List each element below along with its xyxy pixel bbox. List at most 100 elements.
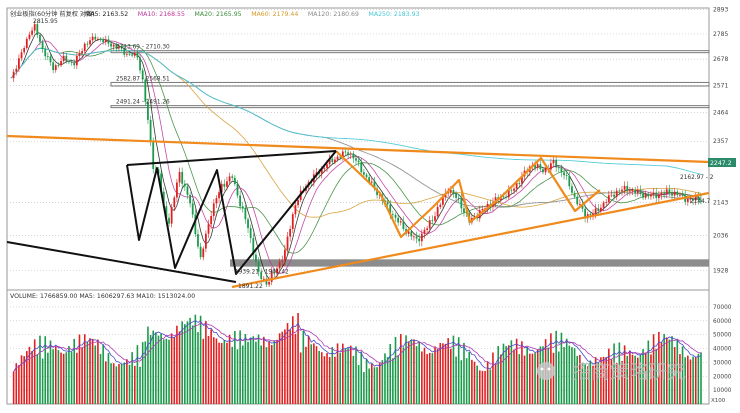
candle-body (46, 56, 49, 58)
candle-body (255, 254, 257, 262)
volume-bar (444, 343, 447, 404)
y-tick-label: 2678 (713, 56, 728, 63)
candle-body (389, 204, 392, 215)
volume-bar (526, 346, 528, 404)
candle-body (542, 169, 544, 173)
candle-body (36, 24, 39, 36)
volume-bar (299, 352, 302, 404)
candle-body (289, 229, 292, 237)
candle-body (70, 61, 73, 63)
candle-body (31, 30, 33, 35)
candles (12, 20, 702, 288)
candle-body (320, 168, 323, 174)
ma-label: MA20: 2165.95 (195, 11, 242, 18)
volume-bar (658, 331, 660, 404)
candle-body (99, 38, 102, 40)
candle-body (344, 151, 347, 153)
candle-body (233, 177, 236, 185)
ma-legend: MA5: 2163.52 MA10: 2168.55 MA20: 2165.95 MA… (85, 11, 420, 18)
y-tick-label: 2893 (713, 7, 728, 14)
volume-bar (384, 353, 386, 404)
candle-body (552, 160, 555, 164)
candle-body (215, 198, 218, 204)
volume-bar (502, 343, 505, 404)
volume-bar (141, 342, 144, 404)
volume-bar (594, 357, 597, 404)
y-tick-label: 2464 (713, 110, 728, 117)
volume-bar (531, 353, 534, 404)
candle-body (186, 186, 189, 195)
volume-bar (41, 358, 44, 404)
volume-bar (410, 340, 413, 404)
volume-bar (636, 357, 639, 404)
candle-body (54, 65, 57, 70)
volume-bar (234, 330, 236, 404)
candle-body (347, 152, 349, 155)
candle-body (212, 203, 215, 217)
volume-bar (378, 363, 381, 404)
volume-bar (257, 334, 260, 404)
volume-header: VOLUME: 1766859.00 MA5: 1606297.63 MA10:… (10, 293, 195, 300)
volume-bar (510, 340, 513, 404)
volume-bar (486, 361, 489, 404)
volume-bar (373, 367, 376, 404)
volume-bar (660, 342, 663, 404)
candle-body (65, 55, 68, 62)
candle-body (626, 185, 629, 192)
volume-bar (91, 338, 94, 404)
volume-bar (126, 359, 128, 404)
y-tick-label: 2357 (713, 138, 728, 145)
candle-body (115, 44, 118, 49)
volume-bar (47, 352, 49, 404)
volume-bar (626, 355, 629, 404)
candle-body (431, 220, 434, 222)
candle-body (15, 68, 18, 72)
candle-body (160, 173, 163, 192)
candle-body (236, 184, 239, 196)
volume-bar (650, 354, 652, 404)
volume-bar (78, 334, 81, 404)
y-tick-label: 2785 (713, 31, 728, 38)
volume-bar (579, 354, 581, 404)
volume-bar (478, 370, 481, 404)
candle-body (368, 177, 371, 183)
volume-ma-5 (13, 320, 702, 372)
candle-body (455, 193, 457, 198)
volume-bar (15, 363, 18, 404)
volume-bar (552, 352, 555, 404)
candle-body (418, 238, 421, 242)
volume-bar (436, 349, 439, 404)
volume-bar (223, 340, 226, 404)
volume-bar (31, 350, 33, 404)
volume-bar (421, 351, 423, 404)
candle-body (679, 194, 681, 196)
volume-bar (139, 366, 141, 404)
candle-body (386, 202, 389, 205)
volume-bar (571, 347, 573, 404)
candle-body (57, 65, 60, 66)
gap-band (110, 81, 710, 87)
candle-body (20, 52, 23, 59)
candle-body (602, 202, 605, 208)
candle-body (650, 194, 652, 197)
volume-bar (639, 354, 642, 404)
candle-body (110, 43, 112, 47)
volume-bar (655, 348, 658, 404)
labels: 2893 2785 2678 2571 2464 2357 2143 2036 1928 2713… (33, 7, 736, 404)
candle-body (176, 182, 178, 198)
volume-bar (65, 352, 68, 404)
candle-body (639, 189, 642, 194)
candle-body (597, 208, 600, 212)
volume-bar (244, 333, 247, 404)
ma-label: MA10: 2168.55 (138, 11, 185, 18)
candle-body (439, 204, 442, 207)
volume-bar (60, 352, 62, 404)
volume-bar (120, 363, 123, 404)
candle-body (647, 193, 650, 197)
candle-body (399, 221, 402, 223)
candle-body (341, 151, 344, 158)
volume-bar (468, 351, 471, 404)
candle-body (60, 61, 62, 66)
